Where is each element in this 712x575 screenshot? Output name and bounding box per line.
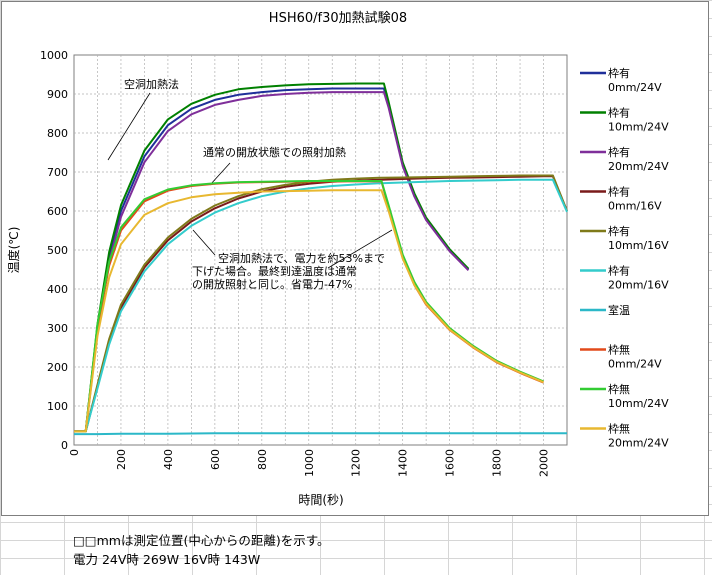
x-tick-label: 1600 xyxy=(444,449,457,477)
y-tick-label: 0 xyxy=(61,439,68,452)
series-line-6 xyxy=(74,178,568,433)
x-tick-label: 1800 xyxy=(491,449,504,477)
y-tick-label: 400 xyxy=(47,283,68,296)
y-tick-label: 300 xyxy=(47,322,68,335)
legend-label-8: 枠無 0mm/24V xyxy=(608,343,662,371)
series-line-10 xyxy=(74,189,544,433)
series-line-7 xyxy=(74,432,567,436)
y-tick-label: 900 xyxy=(47,88,68,101)
annotation-leader xyxy=(209,162,231,186)
y-tick-label: 500 xyxy=(47,244,68,257)
annotations: 空洞加熱法通常の開放状態での照射加熱空洞加熱法で、電力を約53%まで下げた場合。… xyxy=(124,77,385,291)
series-line-9 xyxy=(74,180,544,433)
annotation-3: 空洞加熱法で、電力を約53%まで下げた場合。最終到達温度は通常の開放照射と同じ。… xyxy=(192,251,385,291)
x-tick-label: 2000 xyxy=(538,449,551,477)
x-tick-label: 400 xyxy=(162,449,175,470)
x-tick-label: 800 xyxy=(256,449,269,470)
legend-label-9: 枠無 10mm/24V xyxy=(608,382,669,410)
power-note: 電力 24V時 269W 16V時 143W xyxy=(73,552,261,567)
measurement-note: □□mmは測定位置(中心からの距離)を示す。 xyxy=(73,533,330,548)
series-lines xyxy=(74,82,568,436)
legend-label-6: 枠有 20mm/16V xyxy=(608,264,669,292)
y-tick-label: 800 xyxy=(47,127,68,140)
legend-label-1: 枠有 0mm/24V xyxy=(608,66,662,94)
y-tick-label: 600 xyxy=(47,205,68,218)
legend-label-7: 室温 xyxy=(608,303,630,317)
y-tick-label: 700 xyxy=(47,166,68,179)
y-tick-label: 200 xyxy=(47,361,68,374)
legend: 枠有 0mm/24V 枠有 10mm/24V 枠有 20mm/24V 枠有 0mm/16V 枠有… xyxy=(580,66,669,450)
x-tick-label: 600 xyxy=(209,449,222,470)
x-tick-label: 0 xyxy=(68,449,81,456)
chart: 0 100 200 300 400 500 600 700 800 900 1000 0 200 400 6… xyxy=(6,10,669,507)
annotation-1: 空洞加熱法 xyxy=(124,77,179,91)
legend-label-10: 枠無 20mm/24V xyxy=(608,422,669,450)
chart-title: HSH60/f30加熱試験08 xyxy=(269,10,407,26)
x-tick-label: 1200 xyxy=(350,449,363,477)
annotation-2: 通常の開放状態での照射加熱 xyxy=(203,145,346,159)
legend-label-3: 枠有 20mm/24V xyxy=(608,145,669,173)
series-line-4 xyxy=(74,175,568,433)
legend-label-2: 枠有 10mm/24V xyxy=(608,106,669,134)
y-axis-label: 温度(℃) xyxy=(6,227,21,274)
annotation-leader xyxy=(107,92,151,161)
legend-label-5: 枠有 10mm/16V xyxy=(608,224,669,252)
y-tick-label: 100 xyxy=(47,400,68,413)
annotation-leaders xyxy=(107,92,393,269)
annotation-leader xyxy=(192,229,216,256)
y-tick-label: 1000 xyxy=(40,49,68,62)
x-axis-label: 時間(秒) xyxy=(298,493,343,507)
annotation-leader xyxy=(327,229,393,269)
x-tick-label: 1400 xyxy=(397,449,410,477)
x-tick-label: 1000 xyxy=(303,449,316,477)
legend-label-4: 枠有 0mm/16V xyxy=(608,185,662,213)
axes: 0 100 200 300 400 500 600 700 800 900 1000 0 200 400 6… xyxy=(40,49,551,477)
x-tick-label: 200 xyxy=(115,449,128,470)
